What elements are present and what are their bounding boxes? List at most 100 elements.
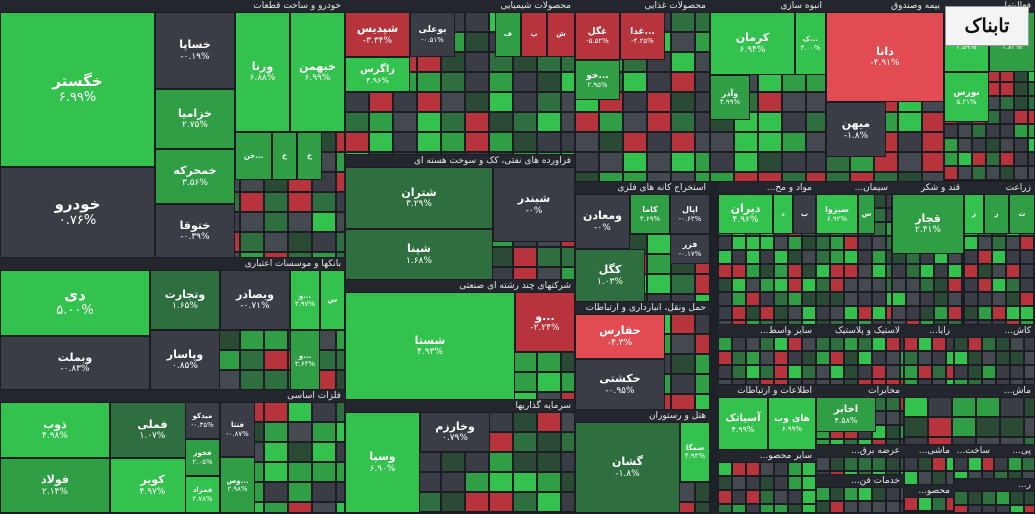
minor-stock-cell[interactable] (561, 132, 575, 152)
minor-stock-cell[interactable] (561, 412, 575, 432)
minor-stock-cell[interactable] (561, 352, 575, 372)
minor-stock-cell[interactable] (264, 232, 288, 252)
minor-stock-cell[interactable] (671, 374, 695, 394)
minor-stock-cell[interactable] (982, 379, 996, 385)
stock-tile[interactable]: دی ۵.۰۰% (0, 270, 150, 336)
minor-stock-cell[interactable] (561, 247, 575, 267)
minor-stock-cell[interactable] (734, 172, 758, 182)
minor-stock-cell[interactable] (892, 264, 906, 278)
minor-stock-cell[interactable] (489, 432, 513, 452)
minor-stock-cell[interactable] (782, 92, 806, 112)
minor-stock-cell[interactable] (996, 351, 1010, 365)
minor-stock-cell[interactable] (830, 292, 844, 306)
minor-stock-cell[interactable] (489, 472, 513, 492)
minor-stock-cell[interactable] (996, 365, 1010, 379)
stock-tile[interactable]: زاگرس ۴.۹۶% (345, 57, 410, 92)
minor-stock-cell[interactable] (465, 492, 489, 512)
minor-stock-cell[interactable] (934, 278, 948, 292)
minor-stock-cell[interactable] (946, 365, 954, 379)
minor-stock-cell[interactable] (886, 320, 892, 325)
minor-stock-cell[interactable] (844, 278, 858, 292)
minor-stock-cell[interactable] (647, 172, 671, 182)
minor-stock-cell[interactable] (986, 166, 1000, 180)
minor-stock-cell[interactable] (788, 264, 802, 278)
minor-stock-cell[interactable] (900, 337, 904, 351)
minor-stock-cell[interactable] (695, 152, 710, 172)
minor-stock-cell[interactable] (774, 306, 788, 320)
minor-stock-cell[interactable] (746, 236, 760, 250)
minor-stock-cell[interactable] (1014, 110, 1028, 124)
minor-stock-cell[interactable] (946, 351, 954, 365)
minor-stock-cell[interactable] (982, 471, 994, 479)
minor-stock-cell[interactable] (441, 72, 465, 92)
minor-stock-cell[interactable] (746, 337, 760, 351)
minor-stock-cell[interactable] (695, 12, 710, 32)
minor-stock-cell[interactable] (336, 330, 345, 350)
minor-stock-cell[interactable] (948, 278, 962, 292)
minor-stock-cell[interactable] (892, 278, 906, 292)
minor-stock-cell[interactable] (561, 72, 575, 92)
minor-stock-cell[interactable] (932, 497, 946, 511)
minor-stock-cell[interactable] (904, 337, 918, 351)
minor-stock-cell[interactable] (982, 365, 996, 379)
minor-stock-cell[interactable] (760, 351, 774, 365)
minor-stock-cell[interactable] (336, 212, 345, 232)
minor-stock-cell[interactable] (1020, 236, 1034, 250)
minor-stock-cell[interactable] (417, 72, 441, 92)
stock-tile[interactable]: حفارس -۴.۳% (575, 314, 665, 359)
minor-stock-cell[interactable] (932, 337, 946, 351)
minor-stock-cell[interactable] (872, 236, 886, 250)
minor-stock-cell[interactable] (695, 502, 710, 513)
minor-stock-cell[interactable] (872, 264, 886, 278)
minor-stock-cell[interactable] (695, 112, 710, 132)
minor-stock-cell[interactable] (1006, 250, 1020, 264)
minor-stock-cell[interactable] (1008, 471, 1022, 479)
stock-tile[interactable]: سبزوا ۶.۹۲% (816, 194, 858, 234)
minor-stock-cell[interactable] (992, 320, 1006, 325)
minor-stock-cell[interactable] (972, 152, 986, 166)
minor-stock-cell[interactable] (858, 501, 872, 513)
minor-stock-cell[interactable] (1010, 379, 1024, 385)
minor-stock-cell[interactable] (288, 442, 312, 462)
minor-stock-cell[interactable] (958, 166, 972, 180)
minor-stock-cell[interactable] (695, 32, 710, 52)
minor-stock-cell[interactable] (264, 462, 288, 482)
minor-stock-cell[interactable] (986, 180, 1000, 182)
minor-stock-cell[interactable] (718, 292, 732, 306)
stock-tile[interactable]: ش (547, 12, 575, 57)
minor-stock-cell[interactable] (623, 132, 647, 152)
minor-stock-cell[interactable] (489, 92, 513, 112)
minor-stock-cell[interactable] (561, 452, 575, 472)
minor-stock-cell[interactable] (513, 452, 537, 472)
minor-stock-cell[interactable] (417, 152, 441, 155)
minor-stock-cell[interactable] (513, 92, 537, 112)
stock-tile[interactable]: خن... (235, 132, 272, 180)
stock-tile[interactable]: خساپا -۰.۱۹% (155, 12, 235, 89)
minor-stock-cell[interactable] (858, 365, 872, 379)
minor-stock-cell[interactable] (760, 250, 774, 264)
minor-stock-cell[interactable] (537, 452, 561, 472)
minor-stock-cell[interactable] (968, 491, 982, 505)
minor-stock-cell[interactable] (928, 397, 952, 417)
minor-stock-cell[interactable] (948, 320, 962, 325)
minor-stock-cell[interactable] (904, 351, 918, 365)
minor-stock-cell[interactable] (288, 482, 312, 502)
minor-stock-cell[interactable] (1000, 110, 1014, 124)
minor-stock-cell[interactable] (537, 247, 561, 267)
minor-stock-cell[interactable] (1000, 397, 1024, 417)
minor-stock-cell[interactable] (732, 365, 746, 379)
minor-stock-cell[interactable] (1000, 437, 1024, 445)
minor-stock-cell[interactable] (288, 252, 312, 258)
minor-stock-cell[interactable] (336, 152, 345, 172)
minor-stock-cell[interactable] (1020, 264, 1034, 278)
minor-stock-cell[interactable] (996, 505, 1010, 513)
minor-stock-cell[interactable] (816, 236, 830, 250)
minor-stock-cell[interactable] (695, 274, 710, 294)
minor-stock-cell[interactable] (844, 501, 858, 513)
minor-stock-cell[interactable] (732, 306, 746, 320)
minor-stock-cell[interactable] (976, 397, 1000, 417)
stock-tile[interactable]: ب (793, 194, 816, 234)
stock-tile[interactable]: های وب ۶.۹۹% (768, 397, 816, 450)
minor-stock-cell[interactable] (599, 112, 623, 132)
stock-tile[interactable]: د (773, 194, 793, 234)
